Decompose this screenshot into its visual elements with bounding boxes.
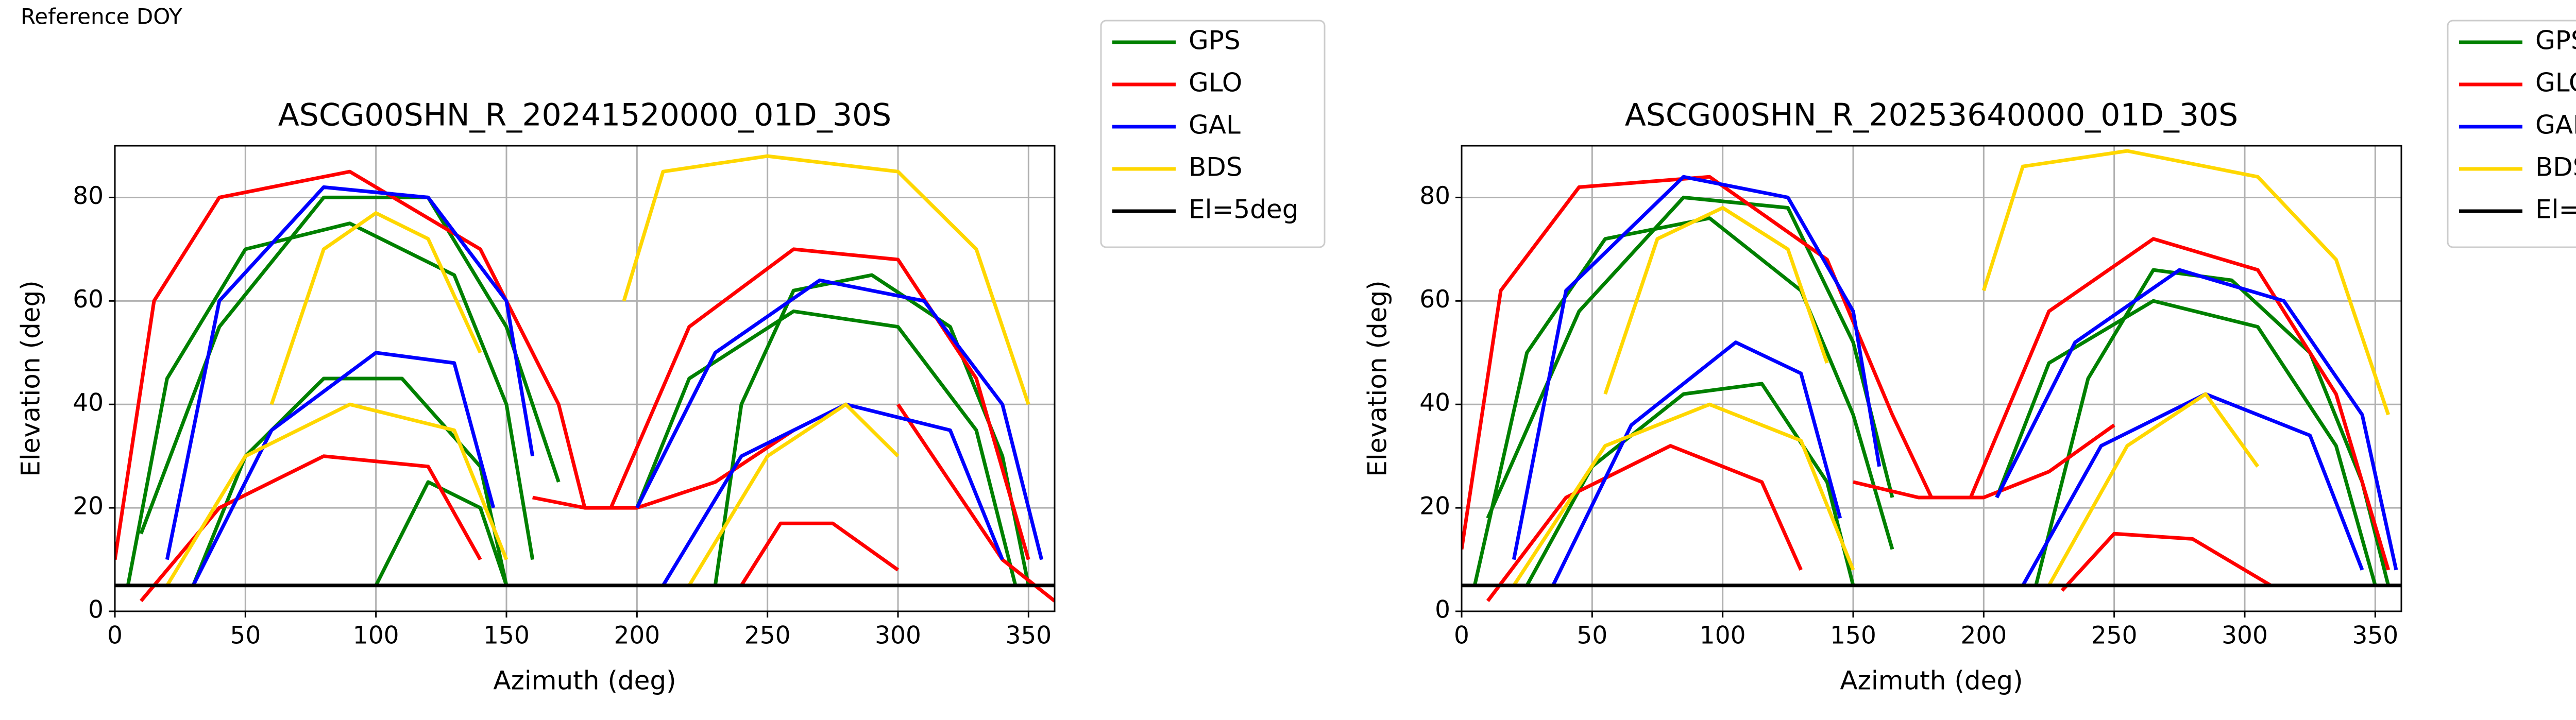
x-tick-label: 0 [1454, 622, 1469, 650]
x-tick-label: 250 [744, 622, 791, 650]
series-line [126, 195, 1030, 587]
axes-frame [1461, 145, 2402, 612]
series-line [165, 154, 1030, 587]
y-axis-label: Elevation (deg) [1363, 280, 1393, 476]
x-tick-label: 150 [1830, 622, 1876, 650]
legend-label: BDS [2535, 152, 2576, 182]
series-line [1472, 195, 2391, 587]
y-tick-label: 80 [1419, 182, 1450, 210]
series-line [1512, 175, 2398, 587]
x-tick-label: 300 [2222, 622, 2268, 650]
y-tick-label: 20 [1419, 492, 1450, 521]
legend-label: GAL [1189, 110, 1241, 140]
legend-label: El=5deg [1189, 195, 1298, 225]
y-tick-label: 0 [88, 596, 104, 624]
x-tick-label: 100 [1700, 622, 1746, 650]
legend-box [1100, 20, 1326, 248]
series-line [165, 185, 1044, 587]
legend-label: GPS [2535, 26, 2576, 56]
legend-label: GLO [1189, 68, 1242, 98]
x-tick-label: 350 [2352, 622, 2398, 650]
x-tick-label: 50 [1577, 622, 1607, 650]
axes-frame [114, 145, 1056, 612]
chart-title: ASCG00SHN_R_20241520000_01D_30S [278, 97, 892, 133]
legend-label: BDS [1189, 152, 1243, 182]
x-tick-label: 100 [353, 622, 399, 650]
chart-title: ASCG00SHN_R_20253640000_01D_30S [1625, 97, 2239, 133]
x-tick-label: 0 [107, 622, 123, 650]
legend-box [2447, 20, 2576, 248]
legend-label: GPS [1189, 26, 1241, 56]
x-tick-label: 250 [2091, 622, 2138, 650]
x-tick-label: 200 [614, 622, 660, 650]
legend-label: El=5deg [2535, 195, 2576, 225]
y-tick-label: 0 [1435, 596, 1450, 624]
y-tick-label: 20 [73, 492, 104, 521]
y-tick-label: 60 [1419, 285, 1450, 314]
legend-label: GLO [2535, 68, 2576, 98]
x-tick-label: 50 [230, 622, 261, 650]
series-line [115, 169, 1055, 603]
y-axis-label: Elevation (deg) [16, 280, 46, 476]
x-tick-label: 200 [1960, 622, 2007, 650]
x-axis-label: Azimuth (deg) [1840, 666, 2023, 696]
x-tick-label: 350 [1005, 622, 1052, 650]
y-tick-label: 60 [73, 285, 104, 314]
x-tick-label: 300 [875, 622, 921, 650]
x-axis-label: Azimuth (deg) [493, 666, 676, 696]
series-line [1512, 149, 2391, 587]
y-tick-label: 40 [1419, 389, 1450, 417]
figure-label: Reference DOY [21, 4, 182, 29]
y-tick-label: 80 [73, 182, 104, 210]
legend-label: GAL [2535, 110, 2576, 140]
series-line [1462, 175, 2391, 603]
x-tick-label: 150 [483, 622, 530, 650]
y-tick-label: 40 [73, 389, 104, 417]
